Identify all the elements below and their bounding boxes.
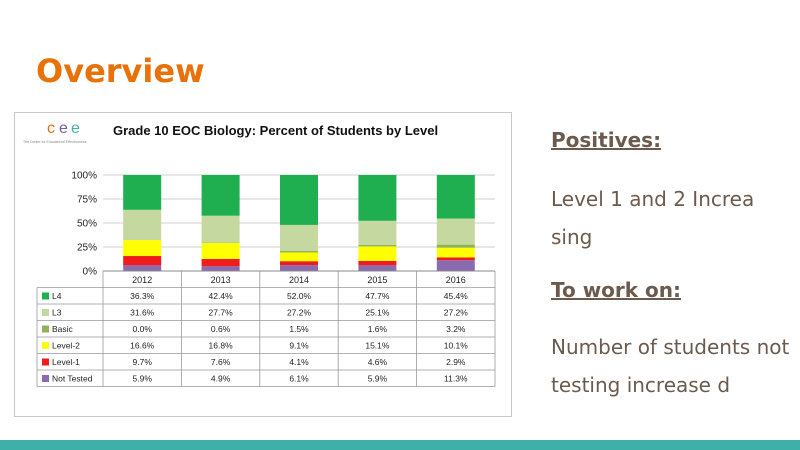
legend-swatch bbox=[42, 309, 49, 316]
data-label: 27.2% bbox=[287, 308, 312, 318]
data-label: 1.5% bbox=[289, 324, 309, 334]
bar-segment-not-tested bbox=[280, 265, 318, 271]
data-label: 36.3% bbox=[130, 291, 155, 301]
bar-segment-l3 bbox=[280, 224, 318, 252]
y-tick-label: 50% bbox=[77, 219, 97, 230]
positives-text: Level 1 and 2 Increa sing bbox=[551, 187, 755, 249]
data-label: 9.1% bbox=[289, 341, 309, 351]
bar-segment-level-1 bbox=[123, 256, 162, 266]
data-label: 0.0% bbox=[133, 324, 153, 334]
bar-segment-basic bbox=[436, 244, 475, 248]
data-label: 10.1% bbox=[444, 341, 469, 351]
y-axis: 0% 25% 50% 75% 100% bbox=[71, 171, 97, 278]
y-tick-label: 25% bbox=[77, 243, 97, 254]
data-label: 1.6% bbox=[368, 324, 388, 334]
logo-letter-e2: e bbox=[71, 120, 80, 137]
bar-segment-basic bbox=[201, 242, 240, 243]
bar-segment-basic bbox=[280, 251, 318, 253]
data-label: 52.0% bbox=[287, 291, 312, 301]
bar-segment-l3 bbox=[436, 218, 475, 245]
y-tick-label: 100% bbox=[71, 171, 97, 182]
bar-segment-level-2 bbox=[123, 240, 162, 257]
bar-segment-l3 bbox=[358, 220, 397, 245]
bar-segment-not-tested bbox=[201, 266, 240, 271]
work-on-text: Number of students not testing increase … bbox=[551, 335, 790, 397]
data-label: 27.7% bbox=[209, 308, 234, 318]
bar-segment-level-1 bbox=[358, 260, 397, 266]
bar-segment-not-tested bbox=[436, 260, 475, 271]
data-label: 5.9% bbox=[133, 374, 153, 384]
data-label: 27.2% bbox=[444, 308, 469, 318]
bar-segment-l4 bbox=[358, 175, 397, 221]
logo-letter-c: c bbox=[47, 120, 55, 137]
x-category-label: 2015 bbox=[367, 275, 387, 285]
bar-segment-level-1 bbox=[436, 257, 475, 261]
cee-logo: c e e The Center for Educational Effecti… bbox=[23, 120, 87, 144]
legend-label: Level-2 bbox=[52, 341, 80, 351]
legend-swatch bbox=[42, 292, 49, 300]
data-label: 6.1% bbox=[289, 374, 309, 384]
data-table: 2012 2013 2014 2015 2016 L4 36.3% 42.4% 52.0% 47.… bbox=[36, 270, 496, 387]
bar-segment-l4 bbox=[280, 175, 318, 225]
data-label: 25.1% bbox=[365, 308, 390, 318]
logo-letter-e1: e bbox=[59, 120, 68, 137]
data-label: 4.6% bbox=[368, 357, 388, 367]
bar-segment-level-1 bbox=[201, 259, 240, 267]
bar-segment-not-tested bbox=[123, 265, 162, 271]
data-label: 3.2% bbox=[446, 324, 466, 334]
data-label: 31.6% bbox=[130, 308, 155, 318]
legend-swatch bbox=[42, 358, 49, 366]
legend-label: L4 bbox=[52, 291, 62, 301]
data-label: 9.7% bbox=[133, 357, 153, 367]
data-label: 16.6% bbox=[130, 341, 155, 351]
legend-label: Level-1 bbox=[52, 357, 80, 367]
work-on-heading: To work on: bbox=[551, 278, 682, 302]
legend-swatch bbox=[42, 375, 49, 382]
bar-segment-level-1 bbox=[280, 261, 318, 266]
bar-segment-l3 bbox=[123, 209, 162, 241]
chart: c e e The Center for Educational Effecti… bbox=[23, 120, 496, 387]
legend-label: L3 bbox=[52, 308, 62, 318]
bar-segment-l4 bbox=[123, 175, 162, 210]
bar-segment-l4 bbox=[436, 175, 475, 219]
data-label: 0.6% bbox=[211, 324, 231, 334]
bar-segment-level-2 bbox=[201, 242, 240, 259]
data-label: 42.4% bbox=[209, 291, 234, 301]
data-label: 2.9% bbox=[446, 357, 466, 367]
bar-segment-l3 bbox=[201, 215, 240, 243]
bars bbox=[123, 175, 475, 271]
legend-swatch bbox=[42, 342, 49, 349]
bar-segment-level-2 bbox=[358, 246, 397, 261]
data-label: 7.6% bbox=[211, 357, 231, 367]
data-label: 4.1% bbox=[289, 357, 309, 367]
data-label: 11.3% bbox=[444, 374, 468, 384]
legend-label: Basic bbox=[52, 324, 74, 334]
logo-subtitle: The Center for Educational Effectiveness bbox=[23, 140, 87, 144]
slide-title: Overview bbox=[36, 52, 205, 90]
positives-heading: Positives: bbox=[551, 128, 662, 152]
data-label: 15.1% bbox=[365, 341, 390, 351]
x-category-label: 2016 bbox=[446, 275, 466, 285]
data-label: 5.9% bbox=[368, 374, 388, 384]
x-category-label: 2013 bbox=[211, 275, 231, 285]
legend-swatch bbox=[42, 325, 49, 333]
bar-segment-level-2 bbox=[280, 252, 318, 262]
bar-segment-l4 bbox=[201, 175, 240, 216]
chart-panel: c e e The Center for Educational Effecti… bbox=[14, 112, 512, 417]
x-category-label: 2012 bbox=[132, 275, 152, 285]
chart-title: Grade 10 EOC Biology: Percent of Student… bbox=[113, 123, 438, 138]
bar-segment-not-tested bbox=[358, 265, 397, 271]
data-label: 45.4% bbox=[444, 291, 469, 301]
bar-segment-level-2 bbox=[436, 247, 475, 258]
data-label: 47.7% bbox=[365, 291, 390, 301]
footer-bar bbox=[0, 440, 800, 450]
data-label: 16.8% bbox=[209, 341, 234, 351]
y-tick-label: 0% bbox=[83, 267, 98, 278]
legend-label: Not Tested bbox=[52, 374, 93, 384]
bar-segment-basic bbox=[358, 244, 397, 247]
y-tick-label: 75% bbox=[77, 195, 97, 206]
x-category-label: 2014 bbox=[289, 275, 309, 285]
data-label: 4.9% bbox=[211, 374, 231, 384]
